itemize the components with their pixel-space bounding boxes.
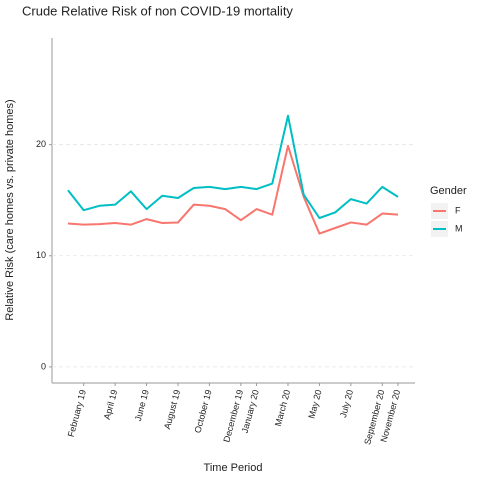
- y-axis-label: Relative Risk (care homes vs. private ho…: [4, 99, 16, 320]
- x-axis-label: Time Period: [204, 462, 263, 474]
- x-tick-label: October 19: [192, 389, 213, 435]
- series-line: [67, 144, 399, 235]
- y-tick-label: 10: [36, 250, 46, 260]
- x-tick-label: March 20: [273, 389, 292, 428]
- x-tick-label: August 19: [162, 389, 182, 431]
- chart-title: Crude Relative Risk of non COVID-19 mort…: [22, 3, 293, 18]
- x-tick-label: June 19: [133, 389, 151, 423]
- legend-label: M: [455, 223, 463, 233]
- series-line: [67, 114, 399, 219]
- y-tick-label: 0: [41, 361, 46, 371]
- x-tick-label: February 19: [66, 389, 88, 438]
- x-tick-label: May 20: [306, 389, 323, 420]
- legend-label: F: [455, 205, 461, 215]
- y-tick-label: 20: [36, 139, 46, 149]
- x-tick-label: December 19: [221, 389, 245, 444]
- legend-title: Gender: [430, 185, 467, 197]
- x-tick-label: April 19: [102, 389, 120, 421]
- x-tick-label: July 20: [338, 389, 355, 419]
